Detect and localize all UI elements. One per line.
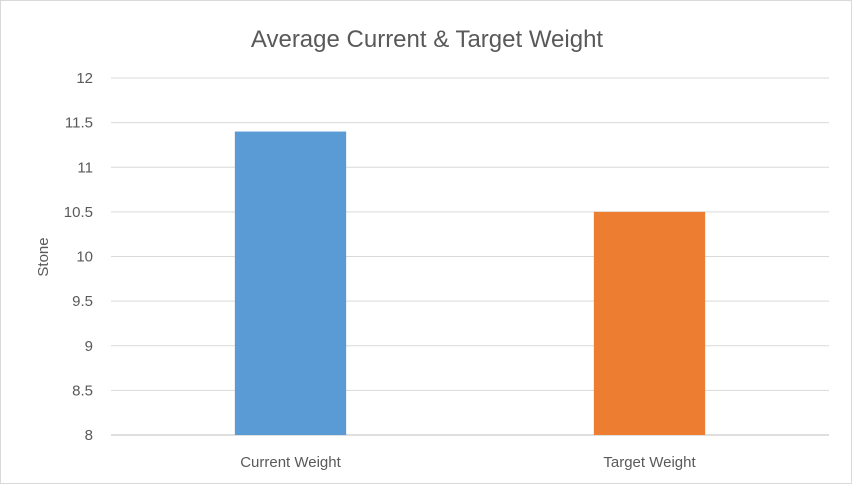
y-tick-label: 8 (85, 427, 93, 444)
chart-title: Average Current & Target Weight (251, 26, 604, 53)
bar-current-weight (234, 131, 347, 436)
y-axis-ticks: 8 8.5 9 9.5 10 10.5 11 11.5 12 (64, 70, 93, 444)
x-tick-label: Current Weight (240, 454, 341, 471)
x-axis-ticks: Current Weight Target Weight (240, 454, 696, 471)
bar-target-weight (593, 211, 706, 435)
y-tick-label: 8.5 (72, 382, 93, 399)
y-tick-label: 11 (77, 159, 93, 176)
x-tick-label: Target Weight (603, 454, 696, 471)
y-tick-label: 9 (85, 338, 93, 355)
gridlines (111, 77, 829, 436)
y-tick-label: 10.5 (64, 204, 93, 221)
y-tick-label: 12 (76, 70, 93, 87)
y-tick-label: 10 (76, 249, 93, 266)
y-tick-label: 11.5 (65, 115, 93, 132)
bars (234, 131, 706, 436)
y-tick-label: 9.5 (72, 293, 93, 310)
y-axis-label: Stone (35, 237, 52, 276)
